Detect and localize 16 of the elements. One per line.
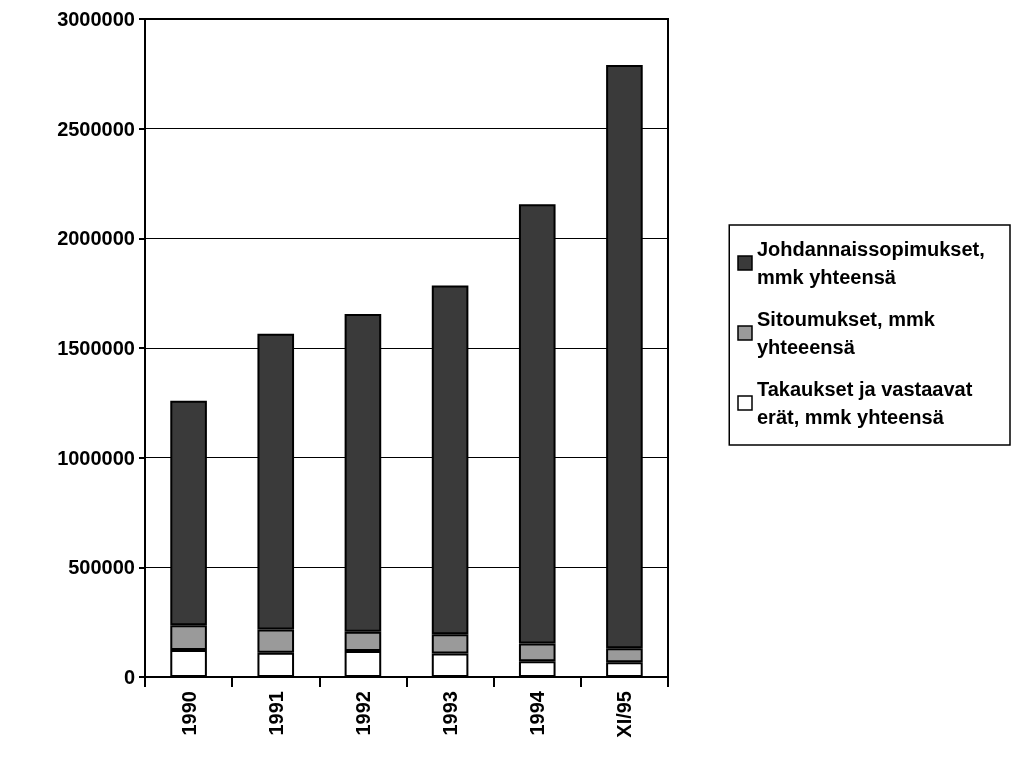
- y-tick-label: 3000000: [57, 8, 135, 30]
- y-tick-label: 0: [123, 666, 135, 688]
- legend-label: Sitoumukset, mmk yhteeensä: [757, 308, 941, 358]
- x-tick-label: 1994: [526, 690, 549, 736]
- x-tick-label: 1991: [264, 691, 287, 736]
- y-tick-label: 1500000: [57, 337, 135, 359]
- x-tick-label: 1992: [351, 691, 374, 736]
- x-tick-label: 1990: [177, 691, 200, 736]
- y-tick-label: 1000000: [57, 446, 135, 469]
- x-tick-label: XI/95: [613, 691, 636, 738]
- y-tick-label: 500000: [68, 556, 135, 579]
- y-tick-label: 2000000: [57, 227, 135, 250]
- legend-label: Johdannaissopimukset, mmk yhteensä: [757, 238, 991, 288]
- legend-label: Takaukset ja vastaavat erät, mmk yhteensä: [757, 378, 978, 428]
- x-tick-label: 1993: [439, 691, 462, 736]
- y-tick-label: 2500000: [57, 117, 135, 140]
